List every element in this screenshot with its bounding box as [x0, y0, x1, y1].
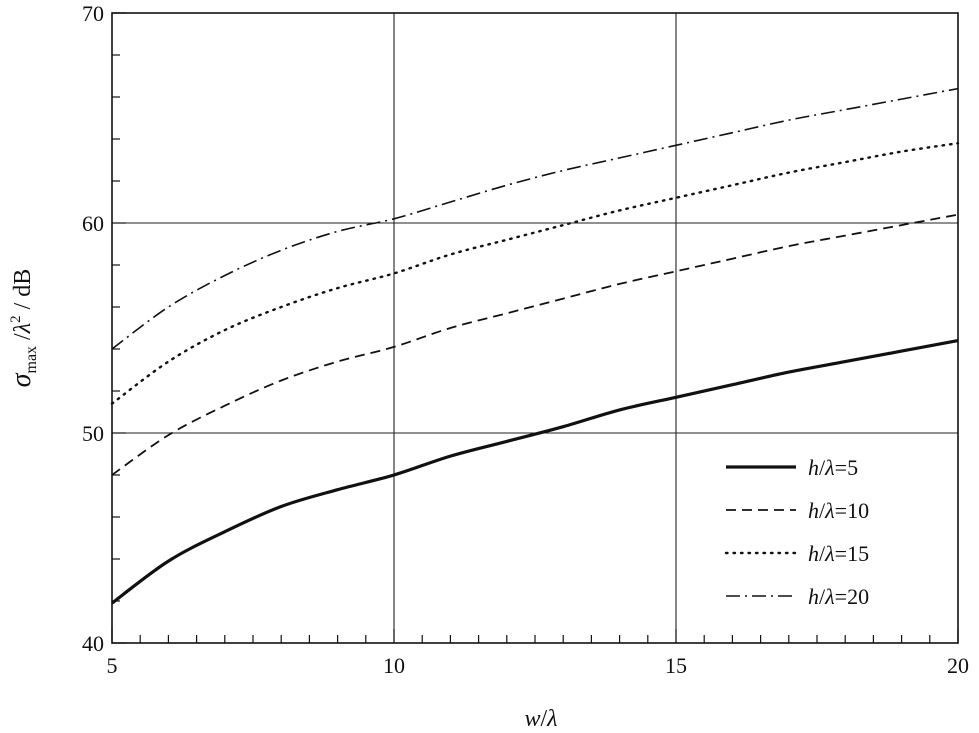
legend: h/λ=5 h/λ=10 h/λ=15 h/λ=20	[724, 455, 869, 609]
y-tick-label: 40	[82, 631, 104, 656]
legend-label: h/λ=20	[808, 584, 869, 609]
series-lines	[110, 87, 960, 605]
axis-tick-labels: 5 10 15 20 40 50 60 70	[82, 1, 969, 678]
y-tick-label: 50	[82, 421, 104, 446]
y-tick-label: 60	[82, 211, 104, 236]
x-tick-label: 5	[107, 653, 118, 678]
x-tick-label: 10	[383, 653, 405, 678]
y-tick-label: 70	[82, 1, 104, 26]
series-line	[111, 87, 959, 350]
x-axis-label: w/λ	[524, 706, 557, 732]
x-tick-label: 20	[947, 653, 969, 678]
x-tick-label: 15	[665, 653, 687, 678]
legend-label: h/λ=10	[808, 498, 869, 523]
legend-label: h/λ=15	[808, 541, 869, 566]
axis-ticks	[111, 12, 959, 644]
y-axis-label: σmax /λ2 / dB	[6, 269, 40, 388]
series-line	[111, 213, 959, 476]
legend-label: h/λ=5	[808, 455, 858, 480]
series-line	[111, 339, 959, 605]
